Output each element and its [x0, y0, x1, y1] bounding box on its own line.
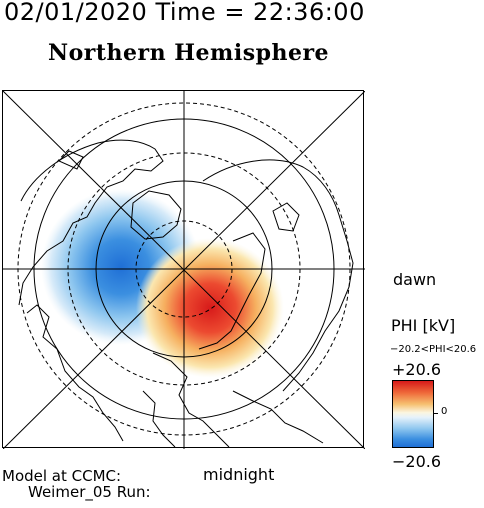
legend-zero-value: 0	[441, 406, 448, 417]
midnight-label: midnight	[203, 465, 275, 484]
colorbar-zero-tick	[434, 413, 438, 414]
positive-potential-cell	[136, 238, 284, 378]
run-label: Weimer_05 Run:	[28, 483, 151, 501]
polar-map	[2, 90, 365, 449]
legend-quantity: PHI [kV]	[391, 316, 456, 335]
timestamp-title: 02/01/2020 Time = 22:36:00	[4, 0, 365, 26]
colorbar	[392, 380, 434, 448]
model-label: Model at CCMC:	[2, 467, 122, 485]
dawn-label: dawn	[393, 270, 437, 289]
legend-max-value: +20.6	[392, 360, 442, 379]
legend-range: −20.2<PHI<20.6	[390, 344, 477, 355]
polar-map-canvas	[3, 91, 365, 449]
legend-min-value: −20.6	[392, 452, 442, 471]
hemisphere-title: Northern Hemisphere	[48, 40, 330, 66]
